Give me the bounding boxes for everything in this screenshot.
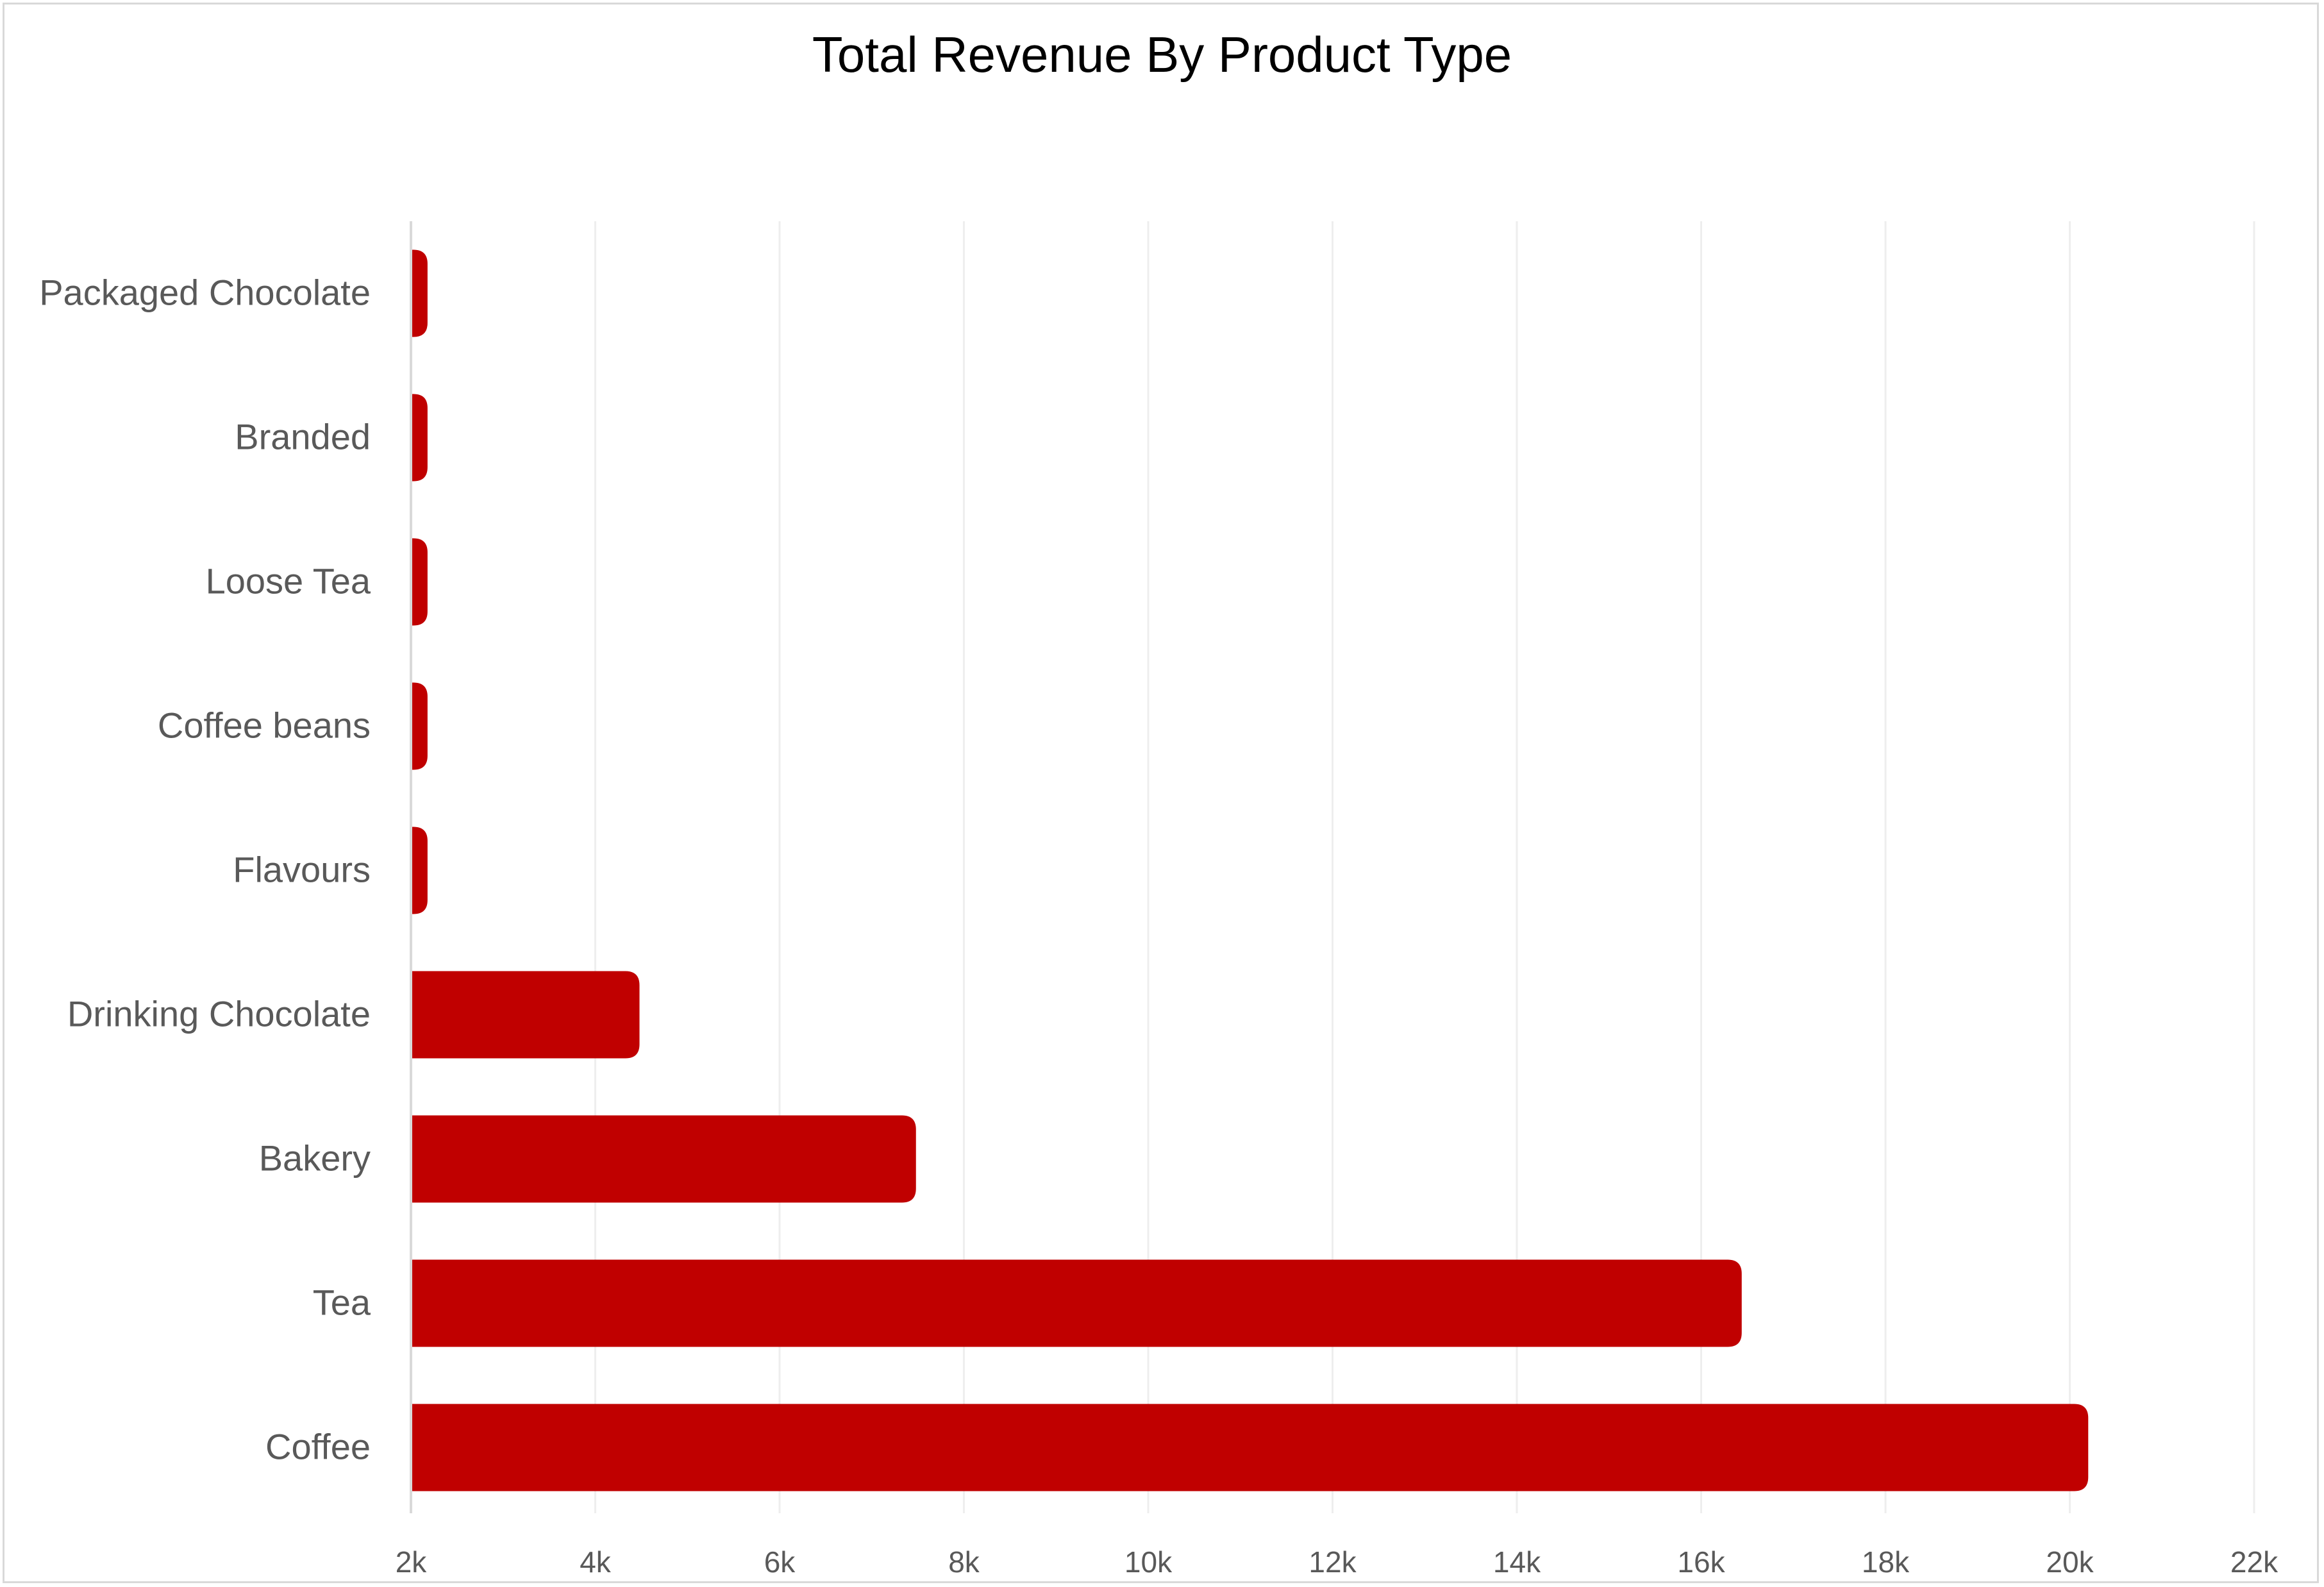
x-tick-label: 4k [580,1545,612,1579]
x-tick-label: 10k [1124,1545,1173,1579]
x-tick-label: 12k [1308,1545,1357,1579]
bar [411,682,428,770]
bar [411,827,428,914]
bar [411,1115,916,1203]
category-label: Packaged Chocolate [39,273,371,313]
x-tick-label: 22k [2230,1545,2278,1579]
bar-layer [411,249,2089,1491]
category-label: Drinking Chocolate [67,994,371,1034]
category-label: Loose Tea [206,561,371,601]
chart-title: Total Revenue By Product Type [812,26,1512,83]
category-label: Coffee [265,1427,371,1467]
category-label: Branded [235,417,371,457]
bar [411,1404,2089,1491]
bar [411,394,428,482]
x-tick-label: 16k [1677,1545,1725,1579]
x-tick-label: 20k [2046,1545,2094,1579]
x-tick-label: 8k [948,1545,980,1579]
x-tick-label: 14k [1493,1545,1541,1579]
category-label: Coffee beans [158,705,371,746]
bar [411,538,428,626]
label-layer: 2k 4k 6k 8k 10k 12k 14k 16k 18k 20k 22k Packaged Ch… [39,273,2278,1579]
x-tick-label: 2k [396,1545,428,1579]
x-tick-label: 18k [1862,1545,1910,1579]
bar [411,249,428,337]
category-label: Flavours [233,850,371,890]
bar [411,1259,1742,1347]
category-label: Tea [313,1282,371,1323]
bar [411,971,640,1059]
x-tick-label: 6k [764,1545,796,1579]
category-label: Bakery [259,1138,371,1179]
